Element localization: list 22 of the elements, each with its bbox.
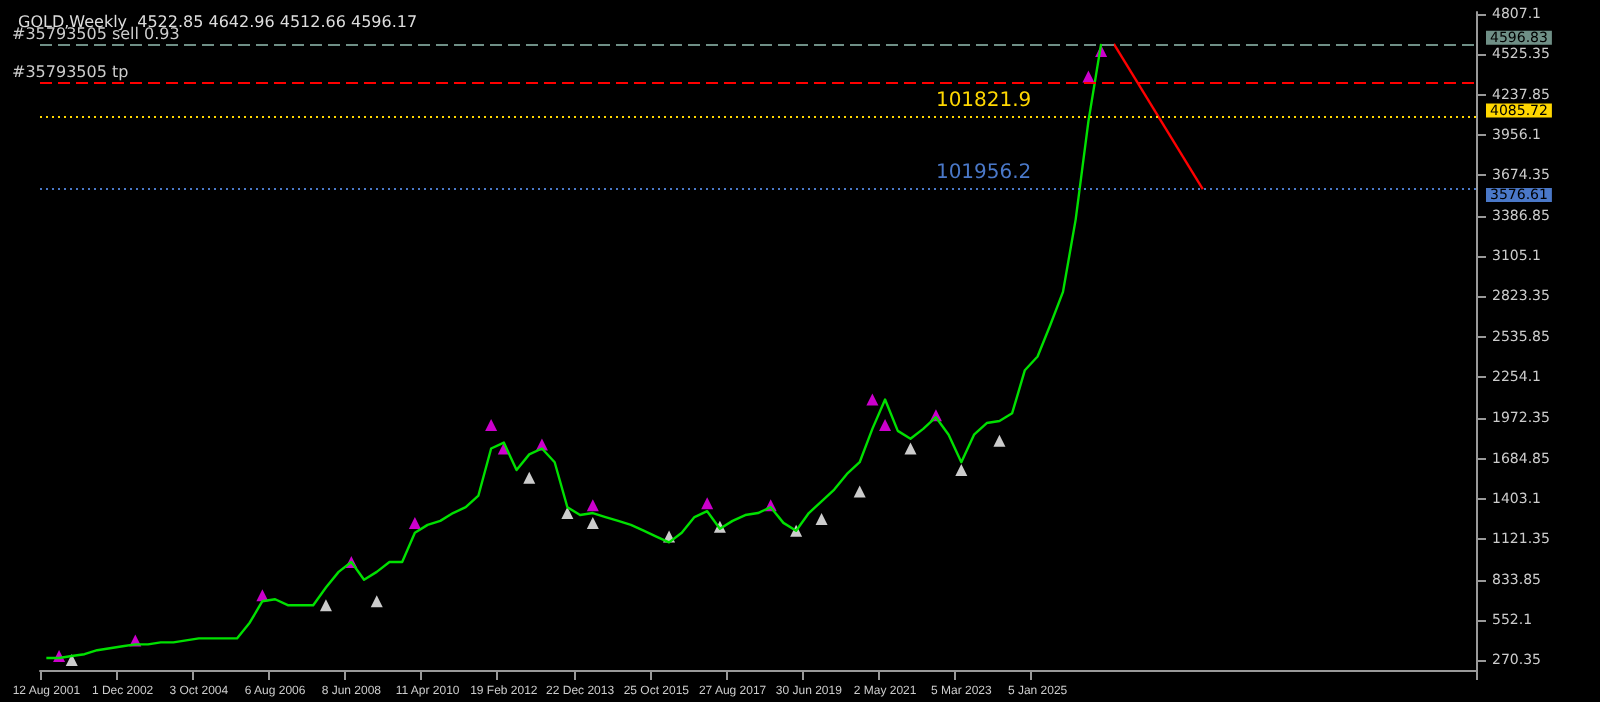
point <box>370 595 383 608</box>
point <box>561 507 574 520</box>
annotation: #35793505 sell 0.93 <box>12 24 180 43</box>
point <box>815 513 828 526</box>
point <box>65 654 78 667</box>
point <box>586 516 599 529</box>
annotation: 101956.2 <box>935 162 1032 185</box>
point <box>866 393 879 406</box>
annotation: #35793505 tp <box>12 63 129 82</box>
point <box>993 434 1006 447</box>
point <box>1082 70 1095 83</box>
point <box>485 419 498 432</box>
point <box>523 471 536 484</box>
point <box>408 516 421 529</box>
point <box>853 485 866 498</box>
annotation: 101821.9 <box>935 89 1032 112</box>
point <box>955 464 968 477</box>
point <box>701 497 714 510</box>
point <box>586 499 599 512</box>
point <box>879 419 892 432</box>
point <box>904 442 917 455</box>
point <box>319 599 332 612</box>
